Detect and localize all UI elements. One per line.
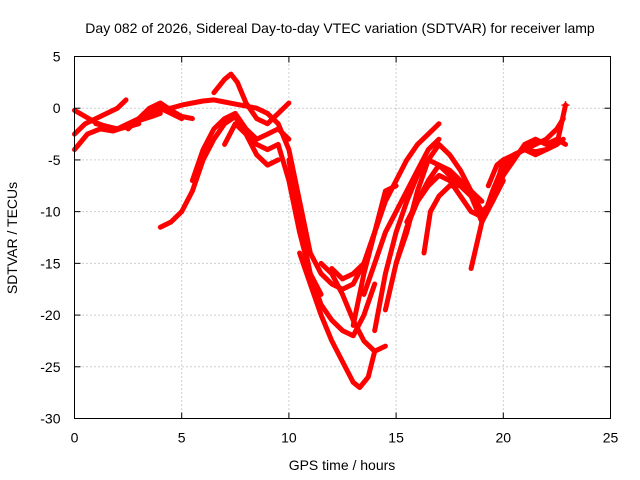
series-track-5 <box>125 100 195 132</box>
series-track-4 <box>93 105 185 132</box>
x-tick-label: 25 <box>603 430 619 446</box>
series-track-16 <box>350 121 442 328</box>
chart-title: Day 082 of 2026, Sidereal Day-to-day VTE… <box>85 20 595 36</box>
x-tick-label: 10 <box>281 430 297 446</box>
series-track-1 <box>72 97 129 137</box>
gridlines <box>74 56 611 419</box>
series-track-18 <box>372 157 474 334</box>
y-tick-label: -15 <box>40 255 60 271</box>
series-track-12 <box>286 157 378 339</box>
series-track-17 <box>361 136 442 297</box>
series-track-15 <box>329 183 399 282</box>
y-tick-label: 0 <box>53 100 61 116</box>
data-series <box>72 71 570 390</box>
x-tick-label: 0 <box>71 430 79 446</box>
y-tick-label: -5 <box>48 152 61 168</box>
x-tick-label: 5 <box>178 430 186 446</box>
y-tick-label: -20 <box>40 307 60 323</box>
y-tick-label: -25 <box>40 359 60 375</box>
data-point-marker <box>561 101 570 110</box>
series-track-9 <box>189 110 292 184</box>
plot-frame <box>74 56 611 419</box>
x-tick-label: 20 <box>496 430 512 446</box>
series-track-11 <box>265 110 378 292</box>
y-tick-label: -10 <box>40 204 60 220</box>
axis-ticks: 0 5 10 15 20 25 -30 -25 -20 -15 -10 -5 0 5 <box>40 49 618 446</box>
y-axis-label: SDTVAR / TECUs <box>4 182 20 294</box>
x-axis-label: GPS time / hours <box>289 457 396 473</box>
series-track-13 <box>297 250 378 390</box>
series-track-26 <box>511 102 568 158</box>
y-tick-label: -30 <box>40 411 60 427</box>
x-tick-label: 15 <box>388 430 404 446</box>
y-tick-label: 5 <box>53 49 61 65</box>
series-track-8 <box>157 114 281 230</box>
